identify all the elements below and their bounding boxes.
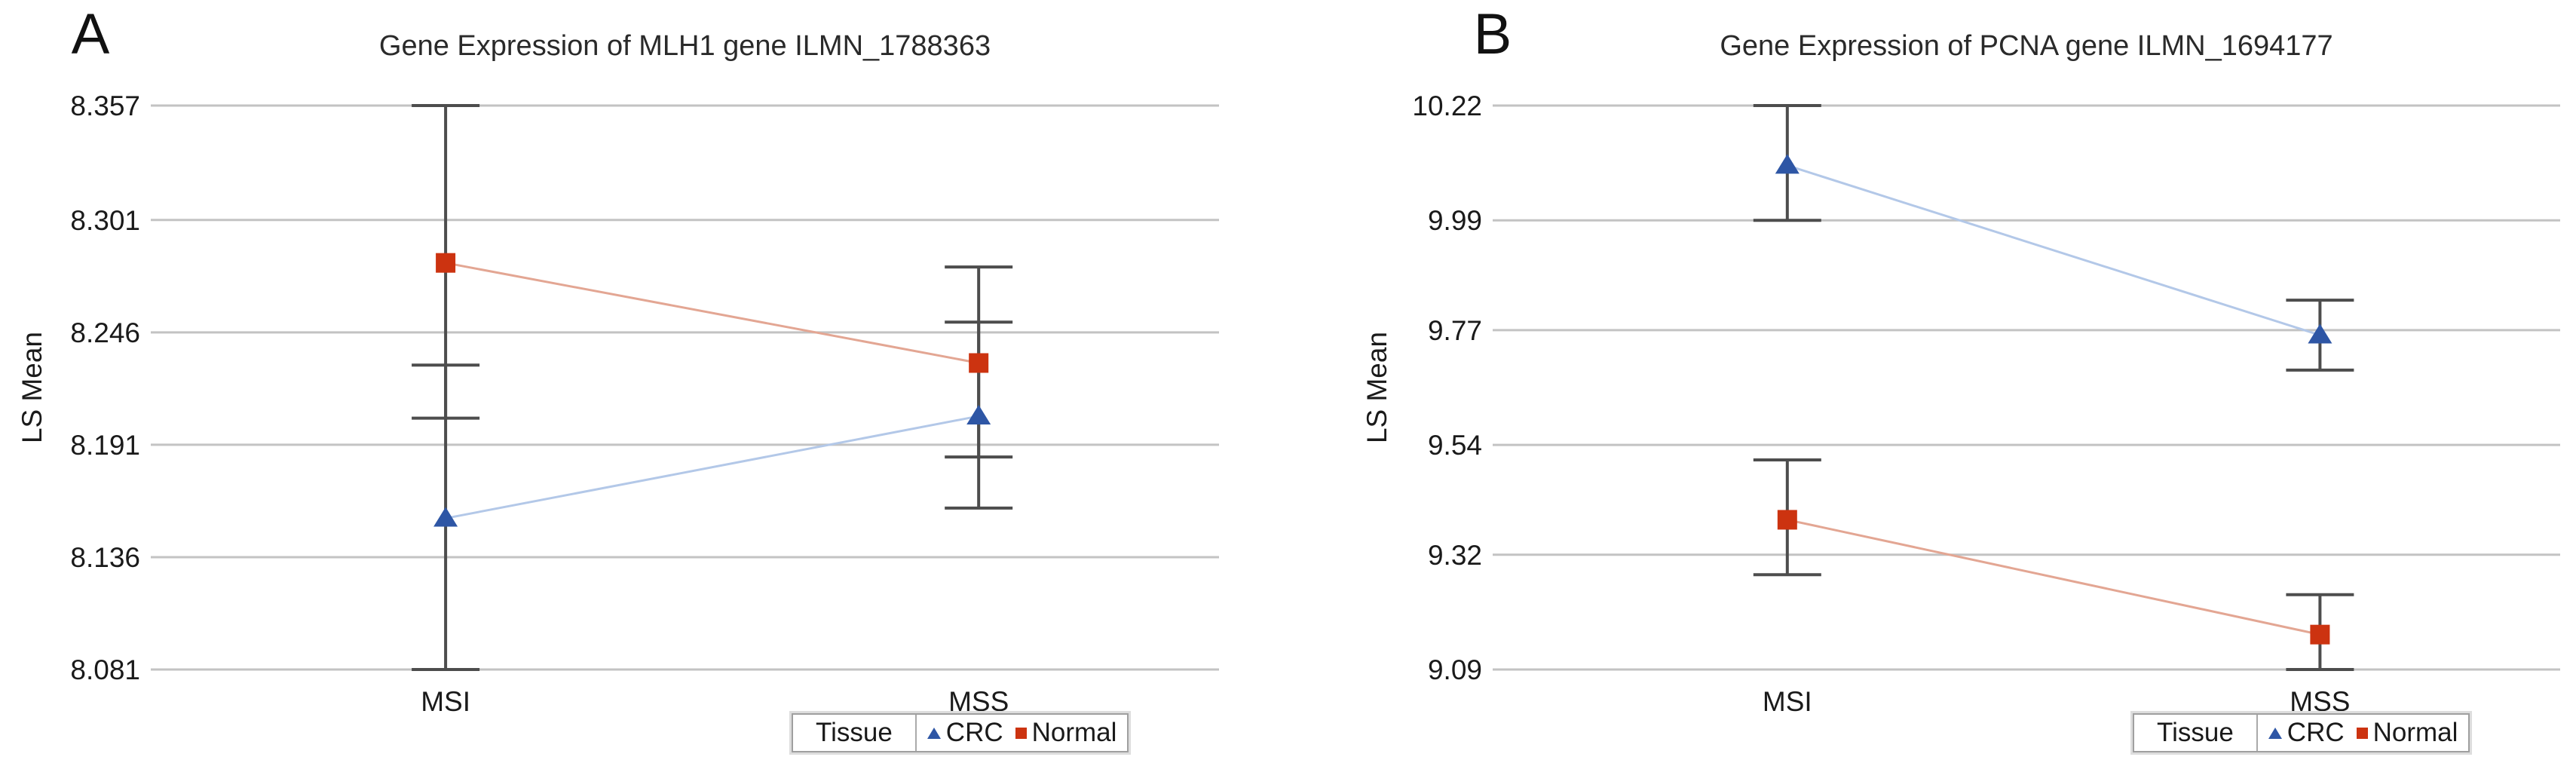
y-tick-label: 9.99 <box>1428 205 1482 236</box>
marker-normal-mss <box>2310 624 2330 645</box>
legend-label-crc: CRC <box>945 718 1003 747</box>
y-tick-label: 8.081 <box>70 654 140 685</box>
x-category-label: MSS <box>2290 686 2350 717</box>
legend-group-title: Tissue <box>2134 715 2258 751</box>
x-category-label: MSS <box>948 686 1009 717</box>
panel-a: A Gene Expression of MLH1 gene ILMN_1788… <box>17 2 1219 752</box>
marker-normal-msi <box>436 253 456 273</box>
marker-crc-msi <box>433 507 458 527</box>
y-tick-label: 8.136 <box>70 542 140 573</box>
y-tick-label: 9.09 <box>1428 654 1482 685</box>
y-tick-label: 9.77 <box>1428 315 1482 346</box>
y-tick-label: 8.357 <box>70 90 140 121</box>
legend-entries: CRC Normal <box>917 715 1128 751</box>
legend-group-title: Tissue <box>793 715 917 751</box>
normal-square-icon <box>1015 727 1027 739</box>
y-tick-label: 8.246 <box>70 317 140 348</box>
marker-crc-mss <box>966 404 991 424</box>
legend-a: Tissue CRC Normal <box>792 713 1129 752</box>
legend-entry-crc: CRC <box>927 718 1003 748</box>
normal-square-icon <box>2356 727 2368 739</box>
panel-b: B Gene Expression of PCNA gene ILMN_1694… <box>1288 0 2576 763</box>
legend-entry-normal: Normal <box>2356 718 2458 748</box>
marker-normal-mss <box>969 353 989 373</box>
series-line-normal <box>445 262 979 364</box>
plot-area-a: 8.357 8.301 8.246 8.191 8.136 8.081 MSI MSS <box>70 90 1219 717</box>
marker-crc-mss <box>2308 323 2332 344</box>
series-line-crc <box>445 415 979 519</box>
x-category-label: MSI <box>1763 686 1812 717</box>
y-tick-label: 8.191 <box>70 430 140 461</box>
x-category-label: MSI <box>421 686 470 717</box>
legend-label-crc: CRC <box>2287 718 2345 747</box>
legend-entries: CRC Normal <box>2258 715 2469 751</box>
legend-b: Tissue CRC Normal <box>2133 713 2470 752</box>
chart-title-b: Gene Expression of PCNA gene ILMN_169417… <box>1720 30 2333 62</box>
y-tick-label: 9.32 <box>1428 540 1482 571</box>
panel-label-b: B <box>1473 2 1512 66</box>
chart-title-a: Gene Expression of MLH1 gene ILMN_178836… <box>378 30 991 62</box>
legend-entry-crc: CRC <box>2268 718 2345 748</box>
y-tick-label: 9.54 <box>1428 430 1482 461</box>
series-line-crc <box>1787 164 2320 336</box>
y-tick-label: 8.301 <box>70 205 140 236</box>
y-tick-label: 10.22 <box>1412 90 1482 121</box>
marker-crc-msi <box>1775 154 1800 174</box>
crc-triangle-icon <box>2268 727 2282 739</box>
plot-area-b: 10.22 9.99 9.77 9.54 9.32 9.09 MSI MSS <box>1412 90 2560 717</box>
legend-label-normal: Normal <box>2372 718 2458 747</box>
panel-label-a: A <box>71 2 110 66</box>
legend-label-normal: Normal <box>1031 718 1117 747</box>
crc-triangle-icon <box>927 727 941 739</box>
marker-normal-msi <box>1777 510 1797 530</box>
legend-entry-normal: Normal <box>1015 718 1117 748</box>
series-line-normal <box>1787 518 2320 636</box>
